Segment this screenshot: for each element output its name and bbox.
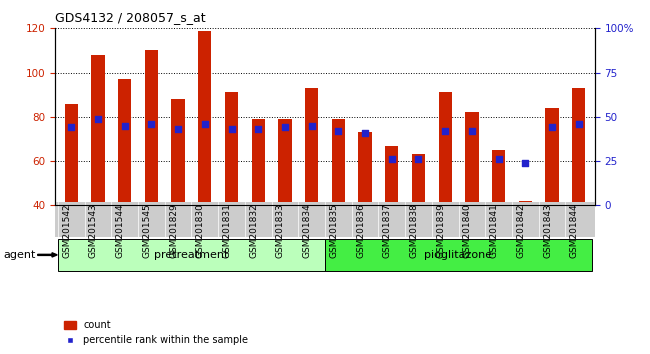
Bar — [412, 154, 425, 205]
Text: GSM201833: GSM201833 — [276, 204, 285, 258]
Bar — [545, 108, 559, 205]
Text: GSM201838: GSM201838 — [410, 204, 419, 258]
Text: GSM201830: GSM201830 — [196, 204, 205, 258]
Text: GDS4132 / 208057_s_at: GDS4132 / 208057_s_at — [55, 11, 206, 24]
Point — [66, 125, 77, 130]
Text: GSM201544: GSM201544 — [116, 204, 125, 258]
Point — [146, 121, 157, 127]
Bar — [172, 99, 185, 205]
Text: GSM201835: GSM201835 — [330, 204, 339, 258]
Text: GSM201543: GSM201543 — [89, 204, 98, 258]
Point — [387, 156, 397, 162]
Legend: count, percentile rank within the sample: count, percentile rank within the sample — [60, 316, 252, 349]
Bar — [118, 79, 131, 205]
Bar — [385, 145, 398, 205]
Point — [467, 128, 477, 134]
Point — [120, 123, 130, 129]
Point — [573, 121, 584, 127]
Point — [280, 125, 290, 130]
Text: GSM201839: GSM201839 — [436, 204, 445, 258]
Point — [493, 156, 504, 162]
Point — [306, 123, 317, 129]
Bar — [439, 92, 452, 205]
Bar — [332, 119, 345, 205]
Text: GSM201545: GSM201545 — [142, 204, 151, 258]
Point — [333, 128, 344, 134]
Bar — [198, 30, 211, 205]
Text: pretreatment: pretreatment — [154, 250, 229, 260]
Point — [520, 160, 530, 166]
Text: GSM201840: GSM201840 — [463, 204, 472, 258]
Text: GSM201831: GSM201831 — [222, 204, 231, 258]
Text: GSM201836: GSM201836 — [356, 204, 365, 258]
Text: GSM201843: GSM201843 — [543, 204, 552, 258]
Point — [173, 126, 183, 132]
Bar — [91, 55, 105, 205]
Point — [440, 128, 450, 134]
Point — [253, 126, 263, 132]
Bar — [305, 88, 318, 205]
Point — [360, 130, 370, 136]
Point — [547, 125, 557, 130]
Bar — [58, 239, 325, 271]
Point — [413, 156, 424, 162]
Text: agent: agent — [3, 250, 36, 260]
Bar — [519, 201, 532, 205]
Bar — [252, 119, 265, 205]
Bar — [325, 239, 592, 271]
Point — [226, 126, 237, 132]
Bar — [572, 88, 586, 205]
Text: GSM201841: GSM201841 — [489, 204, 499, 258]
Bar — [225, 92, 238, 205]
Bar — [145, 51, 158, 205]
Text: GSM201542: GSM201542 — [62, 204, 72, 258]
Bar — [64, 104, 78, 205]
Text: GSM201829: GSM201829 — [169, 204, 178, 258]
Bar — [358, 132, 372, 205]
Bar — [492, 150, 505, 205]
Text: GSM201842: GSM201842 — [516, 204, 525, 258]
Point — [200, 121, 210, 127]
Point — [93, 116, 103, 121]
Text: GSM201844: GSM201844 — [570, 204, 578, 258]
Text: pioglitazone: pioglitazone — [424, 250, 493, 260]
Bar — [465, 113, 478, 205]
Text: GSM201837: GSM201837 — [383, 204, 392, 258]
Bar — [278, 119, 292, 205]
Text: GSM201834: GSM201834 — [303, 204, 311, 258]
Text: GSM201832: GSM201832 — [249, 204, 258, 258]
